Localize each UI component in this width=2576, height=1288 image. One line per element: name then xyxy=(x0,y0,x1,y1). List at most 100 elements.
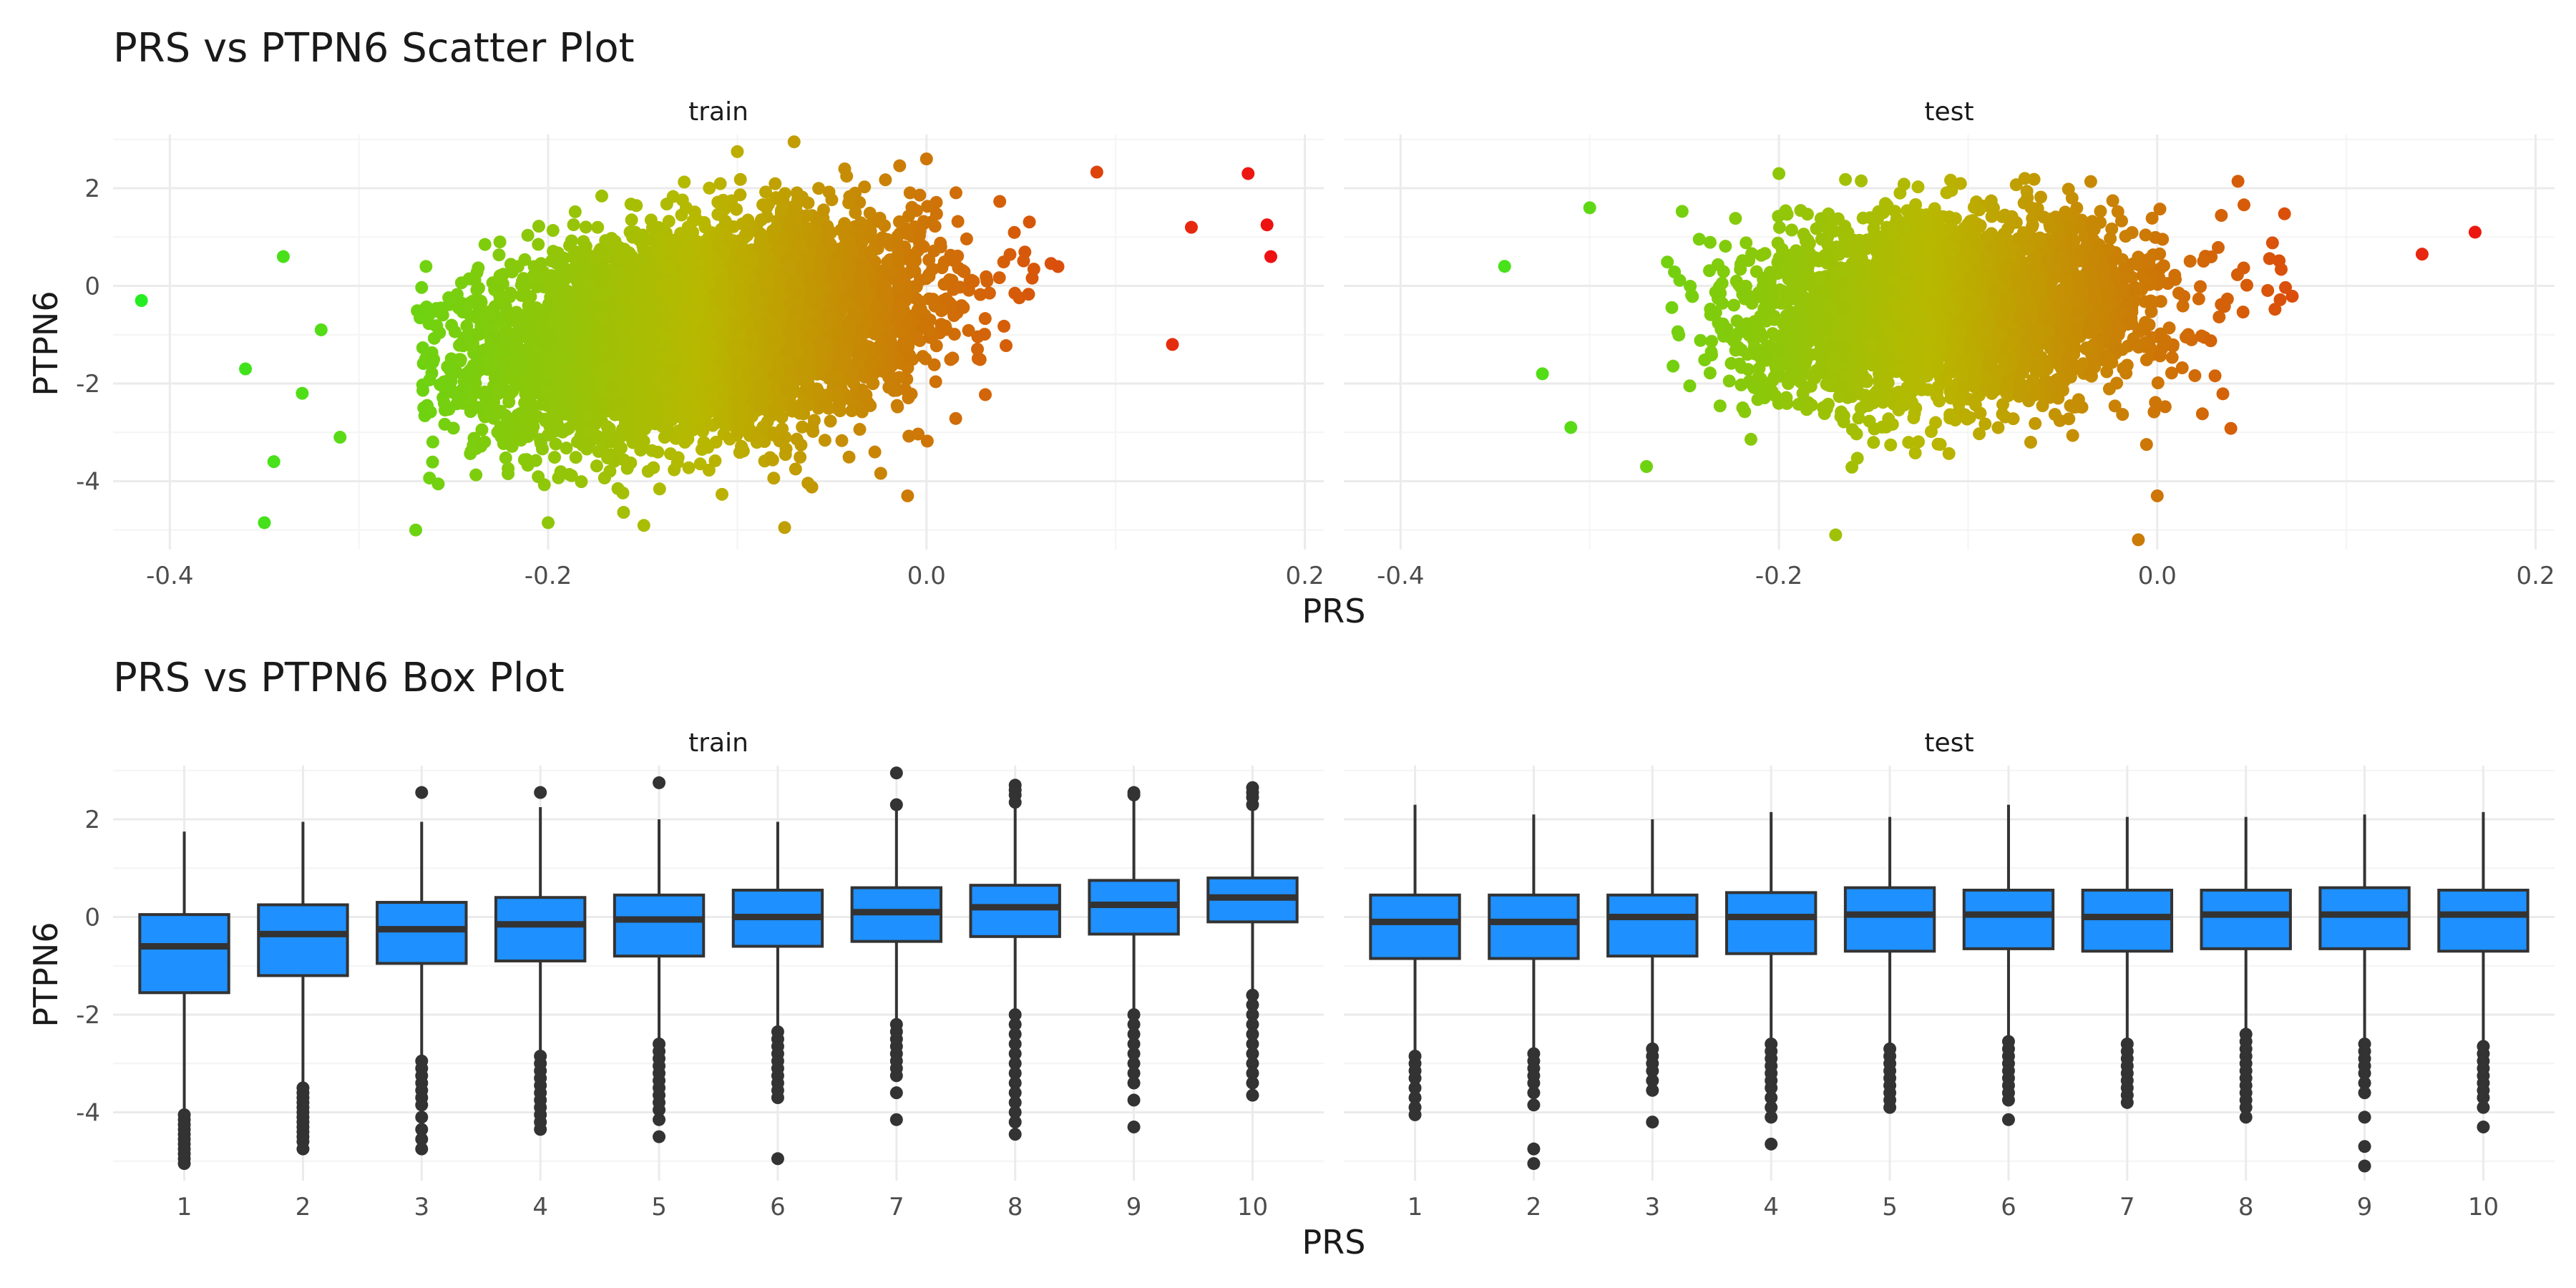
scatter-point xyxy=(560,441,573,455)
scatter-point xyxy=(863,206,877,220)
scatter-point xyxy=(565,234,578,248)
scatter-train-points xyxy=(135,135,1277,537)
scatter-point xyxy=(576,439,590,452)
scatter-point xyxy=(499,451,512,464)
scatter-point xyxy=(779,448,792,462)
scatter-point xyxy=(928,220,942,233)
scatter-point xyxy=(548,451,562,464)
scatter-point xyxy=(853,423,867,436)
scatter-point xyxy=(625,213,638,227)
scatter-point xyxy=(470,265,484,279)
scatter-point xyxy=(818,434,831,447)
scatter-point xyxy=(920,434,934,448)
scatter-point xyxy=(590,459,603,473)
scatter-point xyxy=(419,260,433,273)
scatter-point xyxy=(475,423,489,436)
scatter-point xyxy=(962,323,975,337)
scatter-point xyxy=(939,319,952,333)
scatter-point xyxy=(978,328,991,341)
scatter-point xyxy=(790,432,804,446)
scatter-point xyxy=(842,196,856,210)
scatter-point xyxy=(997,319,1011,333)
scatter-point xyxy=(753,227,767,240)
scatter-point xyxy=(849,206,862,220)
scatter-point xyxy=(630,199,643,213)
scatter-point xyxy=(863,247,877,260)
scatter-point xyxy=(949,411,962,425)
scatter-point xyxy=(801,196,815,210)
scatter-point xyxy=(718,215,732,228)
scatter-point xyxy=(431,477,445,491)
scatter-point xyxy=(415,280,429,294)
scatter-point xyxy=(469,468,483,482)
scatter-point xyxy=(789,462,802,476)
scatter-point xyxy=(517,453,531,467)
scatter-point xyxy=(708,454,722,467)
scatter-point xyxy=(675,193,689,207)
scatter-point xyxy=(568,205,582,218)
scatter-point xyxy=(445,318,459,332)
scatter-point xyxy=(913,224,927,238)
scatter-point xyxy=(418,409,431,423)
scatter-point xyxy=(597,471,611,484)
scatter-test-strip: test xyxy=(1924,97,1974,127)
scatter-point xyxy=(473,327,487,341)
scatter-point xyxy=(532,238,545,251)
scatter-point xyxy=(1008,286,1022,300)
scatter-point xyxy=(745,409,758,423)
scatter-point xyxy=(545,426,558,440)
scatter-point xyxy=(529,454,542,467)
scatter-point xyxy=(790,186,804,200)
scatter-point xyxy=(456,383,469,396)
scatter-point xyxy=(730,203,743,216)
scatter-point xyxy=(502,462,515,475)
scatter-point xyxy=(913,188,927,202)
scatter-point xyxy=(494,273,508,287)
scatter-point xyxy=(947,328,961,341)
scatter-point xyxy=(577,235,590,248)
scatter-point xyxy=(1051,260,1065,273)
scatter-point xyxy=(1090,165,1103,179)
scatter-point xyxy=(505,439,519,453)
scatter-point xyxy=(645,221,659,235)
scatter-point xyxy=(916,350,930,364)
scatter-point xyxy=(893,159,907,172)
scatter-point xyxy=(579,220,592,234)
scatter-point xyxy=(678,175,691,189)
scatter-point xyxy=(525,424,539,438)
scatter-point xyxy=(454,276,468,290)
scatter-point xyxy=(1000,339,1013,353)
scatter-point xyxy=(816,203,830,217)
scatter-point xyxy=(431,305,444,318)
scatter-point xyxy=(978,312,992,326)
scatter-point xyxy=(890,399,904,412)
scatter-point xyxy=(914,295,927,308)
scatter-point xyxy=(554,465,567,479)
scatter-point xyxy=(567,218,580,232)
scatter-point xyxy=(842,450,856,464)
scatter-point xyxy=(438,417,452,431)
scatter-point xyxy=(702,464,716,477)
scatter-point xyxy=(653,482,666,496)
scatter-point xyxy=(697,436,711,449)
scatter-point xyxy=(879,173,892,187)
scatter-point xyxy=(703,181,716,195)
scatter-point xyxy=(601,452,615,465)
scatter-point xyxy=(796,420,809,434)
scatter-point xyxy=(416,384,430,397)
scatter-point xyxy=(973,353,987,366)
scatter-point xyxy=(1027,263,1040,276)
scatter-point xyxy=(868,445,882,459)
scatter-point xyxy=(569,451,582,464)
scatter-point xyxy=(438,404,452,417)
scatter-point xyxy=(660,197,673,211)
scatter-point xyxy=(575,245,589,258)
scatter-point xyxy=(874,467,887,480)
scatter-point xyxy=(776,232,790,245)
scatter-point xyxy=(487,395,501,409)
scatter-point xyxy=(549,437,562,451)
scatter-point xyxy=(591,220,605,234)
scatter-point xyxy=(637,519,650,532)
scatter-train-strip: train xyxy=(688,97,748,127)
